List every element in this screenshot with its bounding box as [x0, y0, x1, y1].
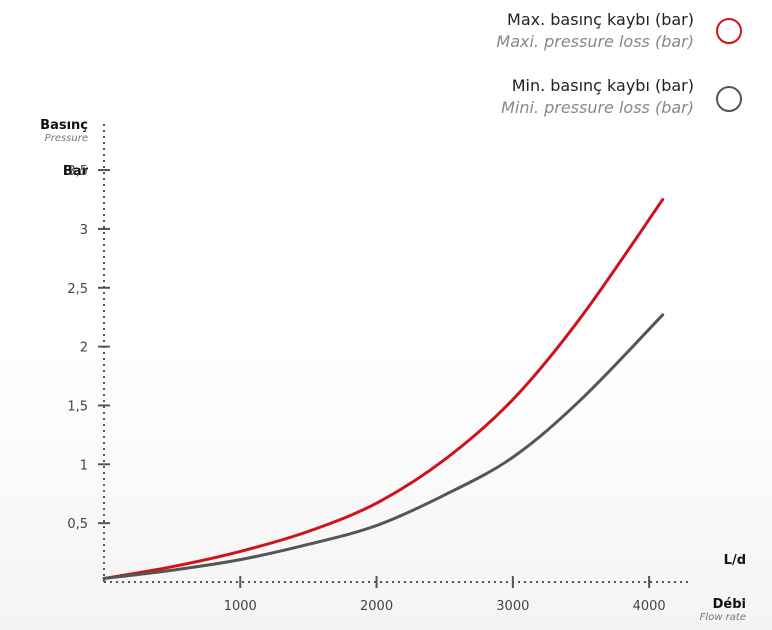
- legend-max-circle-icon: [716, 18, 742, 44]
- x-axis-unit: L/d: [723, 553, 746, 568]
- series-line-max: [102, 198, 665, 580]
- legend-min-label: Min. basınç kaybı (bar): [511, 76, 694, 95]
- y-tick-label: 0,5: [67, 517, 88, 532]
- x-axis-title-tr: Débi: [712, 597, 746, 612]
- y-axis-title-en: Pressure: [44, 133, 88, 144]
- y-tick-label: 2,5: [67, 282, 88, 297]
- legend-max: Max. basınç kaybı (bar) Maxi. pressure l…: [496, 9, 694, 53]
- legend-min-sublabel: Mini. pressure loss (bar): [501, 98, 694, 117]
- series-line-min: [102, 313, 665, 580]
- x-tick-label: 2000: [360, 599, 393, 614]
- y-axis-title-tr: Basınç: [40, 118, 88, 133]
- legend-min: Min. basınç kaybı (bar) Mini. pressure l…: [501, 75, 694, 119]
- y-axis-unit: Bar: [62, 164, 88, 179]
- y-tick-label: 3: [80, 223, 88, 238]
- x-tick-label: 4000: [633, 599, 666, 614]
- y-tick-label: 3,5: [67, 164, 88, 179]
- legend-max-label: Max. basınç kaybı (bar): [507, 10, 694, 29]
- y-axis-title: Basınç Pressure: [28, 118, 88, 144]
- y-tick-label: 2: [80, 341, 88, 356]
- y-tick-label: 1,5: [67, 399, 88, 414]
- x-axis-title-en: Flow rate: [699, 612, 746, 623]
- x-axis-title: Débi Flow rate: [700, 597, 746, 623]
- legend-max-sublabel: Maxi. pressure loss (bar): [496, 32, 694, 51]
- legend-min-circle-icon: [716, 86, 742, 112]
- x-tick-label: 3000: [496, 599, 529, 614]
- y-tick-label: 1: [80, 458, 88, 473]
- x-tick-label: 1000: [224, 599, 257, 614]
